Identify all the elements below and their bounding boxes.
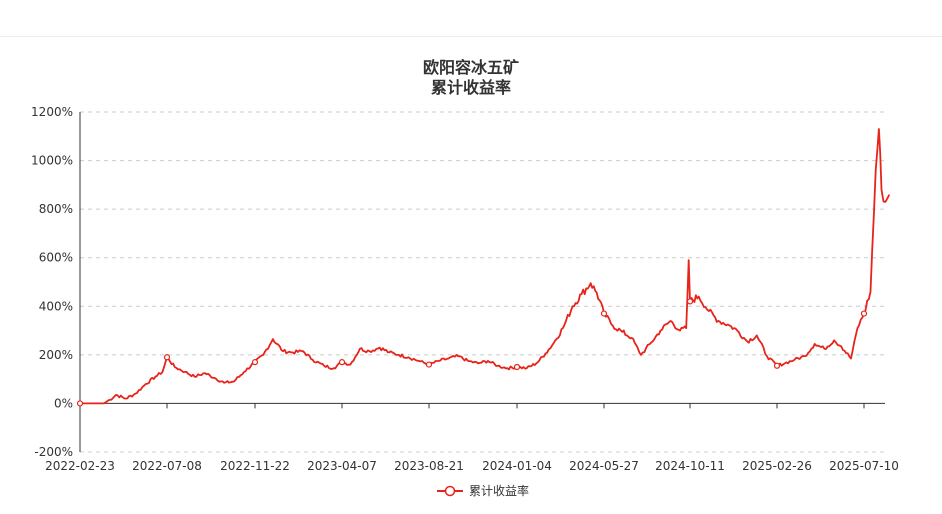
x-axis: 2022-02-23 2022-07-08 2022-11-22 2023-04-07…: [45, 402, 899, 473]
y-tick-label: 1200%: [31, 105, 73, 119]
series-point: [163, 354, 171, 361]
series-line: [80, 128, 891, 405]
series-point: [338, 359, 346, 366]
top-divider: [0, 36, 942, 37]
legend-label: 累计收益率: [469, 483, 529, 498]
chart-title: 欧阳容冰五矿: [422, 58, 519, 77]
x-tick-label: 2025-02-26: [742, 459, 812, 473]
x-tick-label: 2025-07-10: [829, 459, 899, 473]
chart-subtitle: 累计收益率: [430, 78, 511, 97]
x-tick-label: 2024-05-27: [569, 459, 639, 473]
x-tick-label: 2023-08-21: [394, 459, 464, 473]
y-tick-label: 600%: [39, 251, 73, 265]
legend[interactable]: 累计收益率: [437, 483, 529, 498]
series-point: [76, 400, 84, 407]
y-tick-label: 0%: [54, 396, 73, 410]
series-point: [773, 362, 781, 369]
series-point: [686, 298, 694, 305]
y-tick-label: -200%: [34, 445, 73, 459]
x-tick-label: 2024-10-11: [655, 459, 725, 473]
legend-marker-icon: [444, 485, 456, 497]
series-point: [425, 361, 433, 368]
y-tick-label: 1000%: [31, 154, 73, 168]
y-axis: 1200% 1000% 800% 600% 400% 200% 0% -200%: [31, 105, 81, 459]
y-tick-label: 400%: [39, 299, 73, 313]
series-point: [251, 359, 259, 366]
x-tick-label: 2022-07-08: [132, 459, 202, 473]
x-tick-label: 2022-11-22: [220, 459, 290, 473]
x-tick-label: 2024-01-04: [482, 459, 552, 473]
series-point: [600, 310, 608, 317]
x-tick-label: 2023-04-07: [307, 459, 377, 473]
x-tick-label: 2022-02-23: [45, 459, 115, 473]
y-tick-label: 200%: [39, 348, 73, 362]
series-point: [513, 363, 521, 371]
series-layer: [76, 128, 891, 407]
y-tick-label: 800%: [39, 202, 73, 216]
series-point: [860, 310, 868, 317]
grid-lines: [80, 111, 885, 453]
